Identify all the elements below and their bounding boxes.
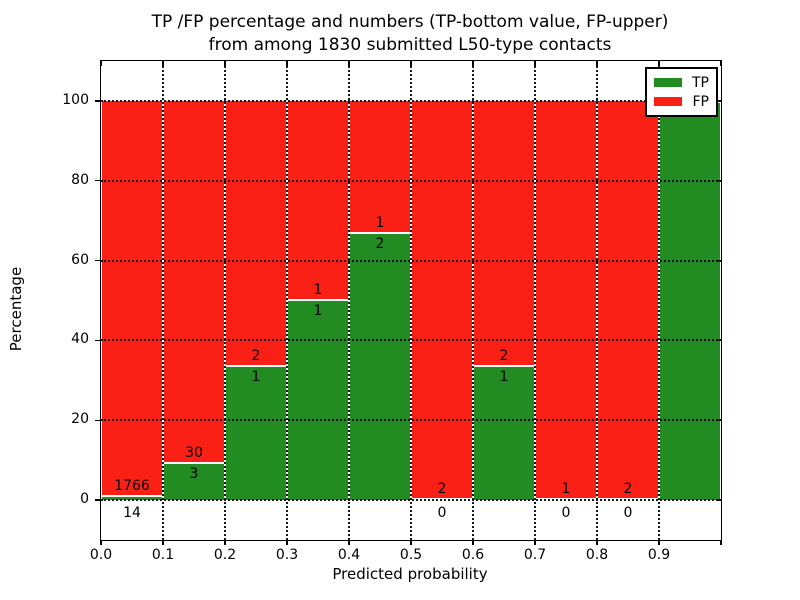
- chart-title-line2: from among 1830 submitted L50-type conta…: [208, 35, 612, 55]
- x-tick-top: [472, 61, 474, 66]
- bar-tp-segment: [101, 496, 163, 500]
- x-tick-top: [658, 61, 660, 66]
- bar-tp-segment: [473, 367, 535, 500]
- tp-count-label: 1: [313, 302, 323, 319]
- y-tick-label: 20: [71, 411, 89, 428]
- y-tick-left: [94, 419, 100, 421]
- x-tick-label: 0.4: [337, 547, 361, 563]
- x-tick-bottom: [596, 540, 598, 545]
- x-tick-label: 0.6: [461, 547, 485, 563]
- legend-label-fp: FP: [692, 93, 710, 110]
- x-tick-label: 0.5: [399, 547, 423, 563]
- tp-count-label: 2: [375, 235, 385, 252]
- x-tick-label: 0.7: [523, 547, 547, 563]
- bar-fp-segment: [225, 101, 287, 367]
- tp-count-label: 1: [499, 369, 509, 385]
- x-axis-label: Predicted probability: [332, 565, 488, 583]
- x-tick-bottom: [410, 540, 412, 545]
- x-tick-top: [348, 61, 350, 66]
- y-tick-left: [94, 499, 100, 501]
- y-tick-right: [716, 499, 721, 501]
- y-tick-right: [716, 339, 721, 342]
- bar-fp-segment: [101, 101, 163, 497]
- tp-count-label: 0: [561, 505, 571, 521]
- y-tick-left: [94, 339, 100, 342]
- fp-count-label: 1: [561, 481, 571, 497]
- y-tick-right: [716, 419, 721, 421]
- x-tick-bottom: [100, 540, 102, 545]
- x-tick-top: [534, 61, 536, 66]
- x-tick-top: [720, 61, 722, 66]
- x-tick-bottom: [720, 540, 722, 545]
- y-tick-label: 0: [80, 491, 89, 507]
- x-tick-bottom: [534, 540, 536, 545]
- bar-tp-segment: [659, 101, 721, 500]
- bar-fp-segment: [411, 101, 473, 500]
- chart-title-line1: TP /FP percentage and numbers (TP-bottom…: [151, 12, 669, 32]
- x-tick-top: [410, 61, 412, 66]
- fp-count-label: 1766: [114, 477, 150, 494]
- bar-fp-segment: [163, 101, 225, 464]
- y-tick-right: [716, 259, 721, 262]
- y-tick-label: 100: [62, 92, 89, 108]
- x-tick-bottom: [286, 540, 288, 545]
- y-tick-left: [94, 259, 100, 262]
- bar-fp-segment: [473, 101, 535, 367]
- x-tick-top: [224, 61, 226, 66]
- fp-count-label: 2: [251, 348, 261, 364]
- x-tick-label: 0.8: [585, 547, 609, 563]
- fp-count-label: 2: [499, 348, 509, 364]
- bar-fp-segment: [349, 101, 411, 234]
- legend-label-tp: TP: [692, 74, 709, 91]
- legend: TP FP: [645, 67, 718, 117]
- fp-count-label: 1: [313, 281, 323, 298]
- legend-item-tp: TP: [654, 73, 709, 92]
- x-tick-bottom: [162, 540, 164, 545]
- fp-count-label: 2: [623, 481, 633, 497]
- tp-count-label: 0: [437, 505, 447, 521]
- tp-color-swatch: [654, 78, 682, 87]
- x-tick-bottom: [658, 540, 660, 545]
- x-tick-label: 0.0: [89, 547, 113, 563]
- fp-color-swatch: [654, 97, 682, 106]
- x-tick-top: [162, 61, 164, 66]
- y-tick-left: [94, 180, 100, 182]
- tp-count-label: 3: [189, 465, 199, 482]
- bar-fp-segment: [535, 101, 597, 500]
- y-tick-label: 40: [71, 331, 89, 348]
- y-tick-label: 60: [71, 251, 89, 268]
- bar-fp-segment: [287, 101, 349, 301]
- x-tick-top: [100, 61, 102, 66]
- bar-fp-segment: [597, 101, 659, 500]
- legend-item-fp: FP: [654, 92, 709, 111]
- bar-tp-segment: [225, 367, 287, 500]
- fp-count-label: 30: [185, 444, 203, 461]
- y-tick-label: 80: [71, 171, 89, 188]
- x-tick-bottom: [348, 540, 350, 545]
- bar-tp-segment: [287, 300, 349, 500]
- tp-count-label: 1: [251, 369, 261, 385]
- bar-tp-segment: [349, 233, 411, 500]
- plot-area: 0.0 0.1 0.2 0.3 0.4 0.5 0.6 0.7 0.8 0.9 0 20 40 60 80 1…: [62, 60, 722, 563]
- y-tick-left: [94, 100, 100, 102]
- x-tick-label: 0.1: [151, 547, 175, 563]
- x-tick-top: [286, 61, 288, 66]
- x-tick-label: 0.2: [213, 547, 237, 563]
- x-tick-bottom: [472, 540, 474, 545]
- tp-count-label: 14: [123, 505, 141, 521]
- tp-count-label: 0: [623, 505, 633, 521]
- y-axis-label: Percentage: [7, 266, 25, 352]
- chart-title: TP /FP percentage and numbers (TP-bottom…: [60, 11, 760, 57]
- x-tick-label: 0.9: [647, 547, 671, 563]
- x-tick-label: 0.3: [275, 547, 299, 563]
- fp-count-label: 1: [375, 214, 385, 231]
- x-tick-top: [596, 61, 598, 66]
- x-tick-bottom: [224, 540, 226, 545]
- fp-count-label: 2: [437, 481, 447, 497]
- y-tick-right: [716, 180, 721, 182]
